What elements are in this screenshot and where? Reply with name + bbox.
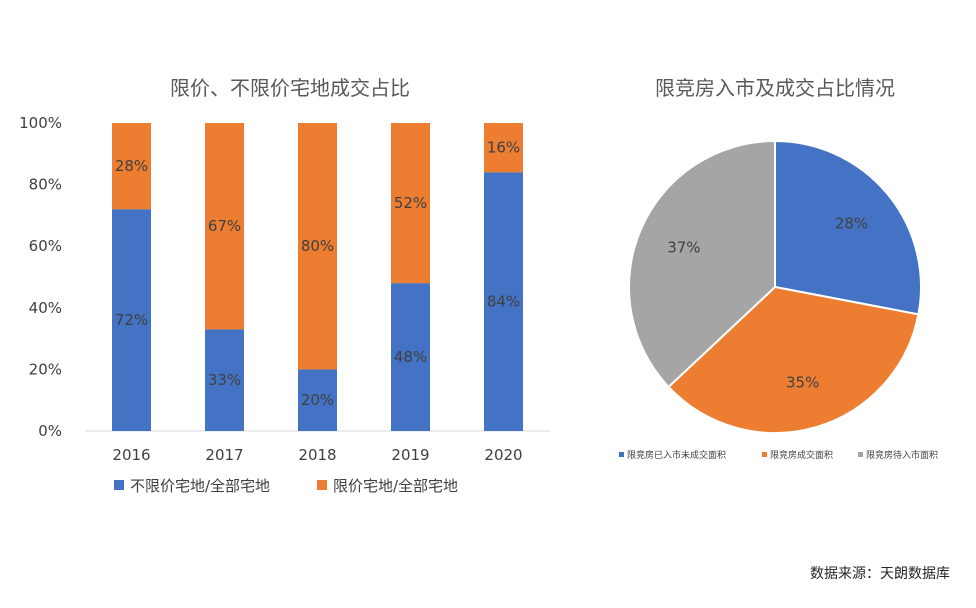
bar-segment-unrestricted bbox=[205, 329, 244, 431]
y-tick-label: 80% bbox=[29, 176, 62, 194]
bar-segment-restricted bbox=[391, 123, 430, 284]
bar-segment-restricted bbox=[484, 123, 523, 173]
bar-chart-title: 限价、不限价宅地成交占比 bbox=[170, 76, 410, 100]
pie-slice-sold bbox=[667, 285, 920, 434]
bar-data-label: 33% bbox=[208, 371, 241, 389]
bar-segment-unrestricted bbox=[391, 283, 430, 431]
bar-data-label: 67% bbox=[208, 217, 241, 235]
legend-swatch-unrestricted bbox=[114, 480, 124, 490]
bar-segment-unrestricted bbox=[484, 172, 523, 431]
legend-label-restricted: 限价宅地/全部宅地 bbox=[333, 477, 458, 495]
bar-data-label: 84% bbox=[487, 293, 520, 311]
data-labels: 72% 28% 33% 67% 20% 80% 48% 52% 84% 16% bbox=[115, 139, 520, 410]
bar-data-label: 72% bbox=[115, 311, 148, 329]
bar-segment-restricted bbox=[205, 123, 244, 330]
x-tick-label: 2019 bbox=[391, 446, 429, 464]
bar-segment-unrestricted bbox=[298, 369, 337, 431]
pie-data-label: 37% bbox=[667, 239, 700, 257]
pie-chart-title: 限竞房入市及成交占比情况 bbox=[655, 76, 895, 100]
bar-chart-legend: 不限价宅地/全部宅地 限价宅地/全部宅地 bbox=[114, 477, 458, 495]
pie-data-label: 28% bbox=[835, 215, 868, 233]
pie-chart: 限竞房入市及成交占比情况 28% 35% 37% 限竞房已入市未成交面积 限竞房成交… bbox=[619, 76, 938, 461]
pie-slices bbox=[628, 139, 922, 434]
bar-segment-restricted bbox=[298, 123, 337, 370]
y-tick-label: 60% bbox=[29, 237, 62, 255]
bar-segment-restricted bbox=[112, 123, 151, 210]
bar-segment-unrestricted bbox=[112, 209, 151, 431]
source-note: 数据来源：天朗数据库 bbox=[810, 566, 950, 582]
pie-chart-legend: 限竞房已入市未成交面积 限竞房成交面积 限竞房待入市面积 bbox=[619, 449, 938, 461]
legend-label-listed-unsold: 限竞房已入市未成交面积 bbox=[627, 449, 726, 461]
bar-data-label: 20% bbox=[301, 391, 334, 409]
stacked-bar-chart: 限价、不限价宅地成交占比 0% 20% 40% 60% 80% 100% 72% 28% 33… bbox=[19, 76, 550, 495]
bar-data-label: 28% bbox=[115, 157, 148, 175]
bar-data-label: 80% bbox=[301, 237, 334, 255]
bar-data-label: 48% bbox=[394, 348, 427, 366]
legend-swatch-pending bbox=[858, 452, 863, 457]
legend-swatch-listed-unsold bbox=[619, 452, 624, 457]
bars bbox=[112, 123, 523, 431]
y-tick-label: 20% bbox=[29, 360, 62, 378]
pie-data-label: 35% bbox=[786, 373, 819, 391]
legend-label-unrestricted: 不限价宅地/全部宅地 bbox=[130, 477, 270, 495]
x-tick-label: 2018 bbox=[298, 446, 336, 464]
pie-slice-pending bbox=[628, 139, 776, 389]
x-tick-label: 2016 bbox=[112, 446, 150, 464]
pie-slice-listed-unsold bbox=[774, 139, 922, 316]
y-tick-label: 100% bbox=[19, 114, 62, 132]
legend-label-pending: 限竞房待入市面积 bbox=[866, 449, 938, 461]
legend-label-sold: 限竞房成交面积 bbox=[770, 449, 833, 461]
bar-data-label: 52% bbox=[394, 194, 427, 212]
y-tick-label: 0% bbox=[38, 422, 62, 440]
y-tick-label: 40% bbox=[29, 299, 62, 317]
legend-swatch-restricted bbox=[317, 480, 327, 490]
legend-swatch-sold bbox=[762, 452, 767, 457]
x-tick-label: 2020 bbox=[484, 446, 522, 464]
y-axis-ticks: 0% 20% 40% 60% 80% 100% bbox=[19, 114, 62, 440]
x-axis-ticks: 2016 2017 2018 2019 2020 bbox=[112, 446, 522, 464]
bar-data-label: 16% bbox=[487, 139, 520, 157]
x-tick-label: 2017 bbox=[205, 446, 243, 464]
pie-data-labels: 28% 35% 37% bbox=[667, 215, 868, 392]
